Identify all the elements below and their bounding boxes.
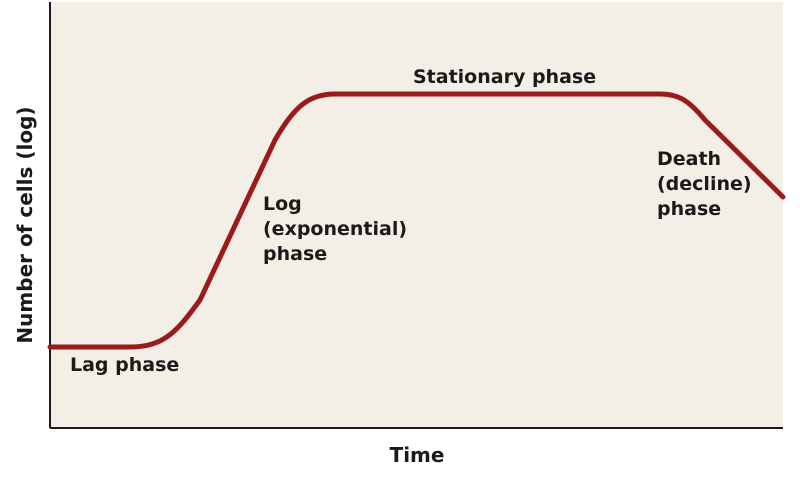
death-phase-label-line1: Death	[657, 148, 721, 170]
lag-phase-label: Lag phase	[70, 354, 179, 376]
stationary-phase-label: Stationary phase	[413, 66, 596, 88]
log-phase-label-line3: phase	[263, 243, 327, 265]
log-phase-label-line1: Log	[263, 193, 302, 215]
x-axis-label: Time	[390, 443, 445, 467]
y-axis-label: Number of cells (log)	[13, 106, 37, 343]
plot-background	[50, 2, 783, 428]
log-phase-label-line2: (exponential)	[263, 218, 407, 240]
death-phase-label-line3: phase	[657, 198, 721, 220]
growth-curve	[47, 91, 786, 350]
death-phase-label-line2: (decline)	[657, 173, 752, 195]
